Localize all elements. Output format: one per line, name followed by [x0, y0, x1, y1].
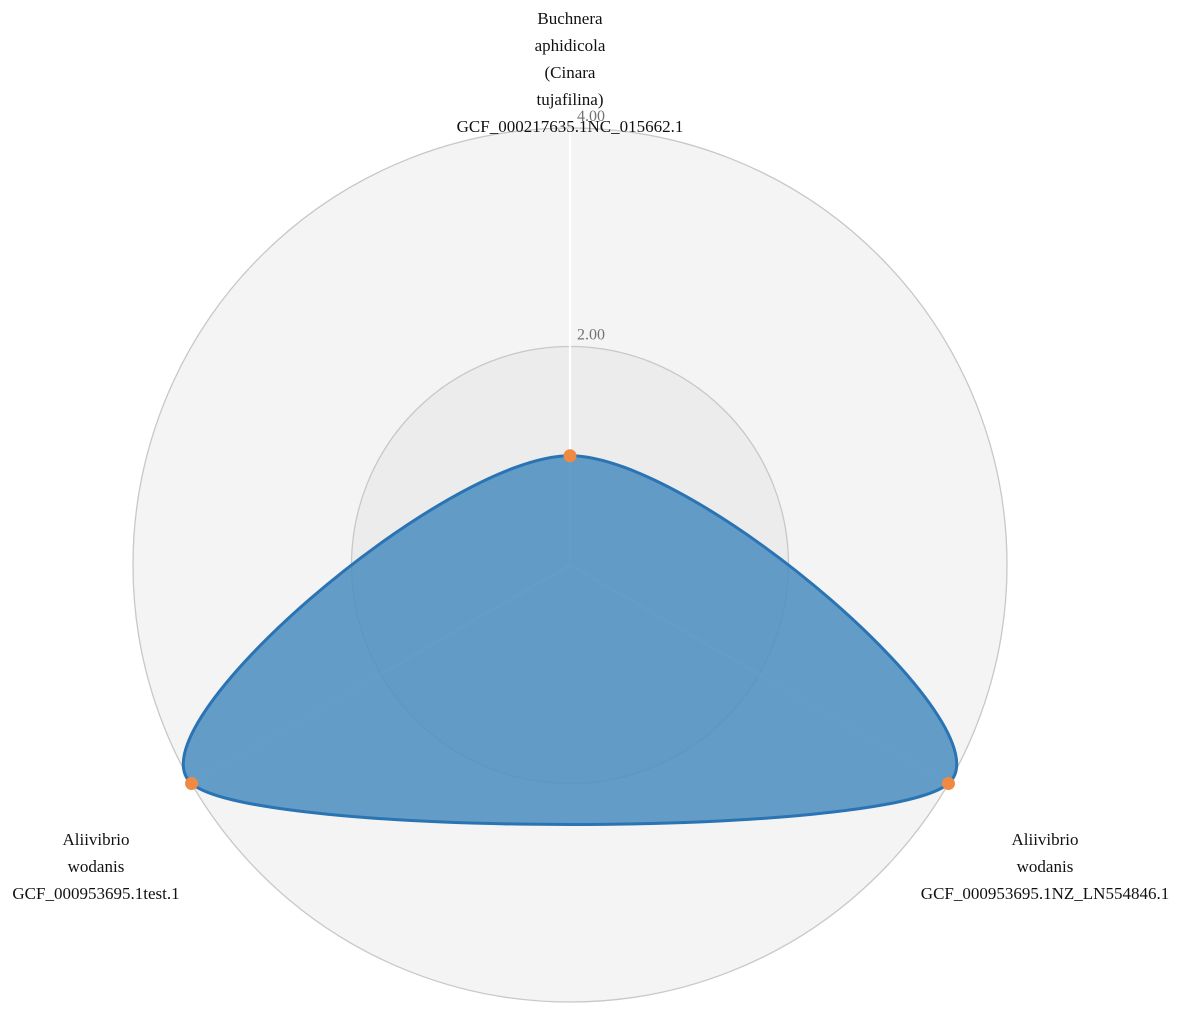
axis-label-line: wodanis	[68, 857, 125, 876]
data-point[interactable]	[185, 777, 199, 790]
radar-series	[181, 449, 959, 826]
axis-label-line: tujafilina)	[536, 90, 603, 109]
radar-axis-labels: Buchnera aphidicola (Cinara tujafilina) GCF_…	[12, 9, 1169, 903]
axis-label-line: GCF_000217635.1NC_015662.1	[457, 117, 684, 136]
data-point[interactable]	[941, 777, 955, 790]
axis-label-line: GCF_000953695.1test.1	[12, 884, 179, 903]
tick-label: 4.00	[577, 108, 605, 125]
axis-label: Aliivibrio wodanis GCF_000953695.1test.1	[12, 830, 179, 903]
tick-label: 2.00	[577, 327, 605, 344]
axis-label-line: wodanis	[1017, 857, 1074, 876]
axis-label: Buchnera aphidicola (Cinara tujafilina) GCF_…	[457, 9, 684, 136]
axis-label-line: GCF_000953695.1NZ_LN554846.1	[921, 884, 1169, 903]
axis-label-line: Aliivibrio	[1011, 830, 1078, 849]
axis-label-line: aphidicola	[535, 36, 606, 55]
series-area	[181, 454, 959, 826]
axis-label-line: Buchnera	[537, 9, 603, 28]
axis-label: Aliivibrio wodanis GCF_000953695.1NZ_LN554…	[921, 830, 1169, 903]
data-point[interactable]	[563, 449, 577, 463]
axis-label-line: (Cinara	[545, 63, 596, 82]
axis-label-line: Aliivibrio	[62, 830, 129, 849]
radar-ticks: 2.00 4.00	[577, 108, 605, 344]
